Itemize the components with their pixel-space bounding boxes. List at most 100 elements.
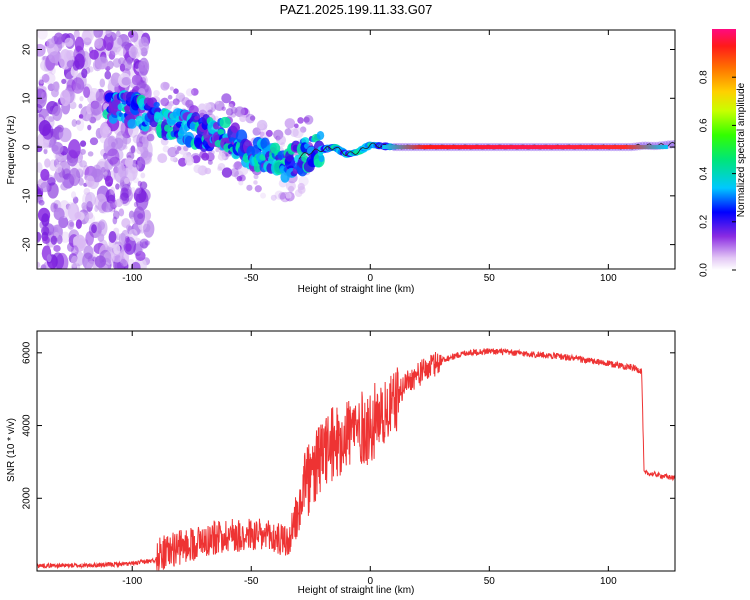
heatmap-cell: [130, 261, 141, 269]
heatmap-cell: [91, 224, 97, 234]
heatmap-cell: [169, 86, 174, 91]
heatmap-cell: [147, 152, 153, 158]
heatmap-cell: [154, 111, 161, 119]
heatmap-cell: [108, 50, 116, 60]
heatmap-cell: [85, 112, 92, 122]
top-x-tick-label: -100: [122, 273, 142, 284]
top-y-axis-label: Frequency (Hz): [6, 116, 17, 185]
heatmap-cell: [135, 250, 146, 261]
heatmap-cell: [230, 122, 241, 134]
heatmap-cell: [74, 212, 82, 219]
heatmap-cell: [47, 182, 59, 199]
heatmap-cell: [131, 187, 136, 194]
heatmap-cell: [252, 127, 261, 136]
heatmap-cell: [138, 80, 147, 89]
heatmap-cell: [122, 144, 128, 150]
heatmap-cell: [127, 118, 137, 129]
heatmap-cell: [128, 210, 135, 220]
heatmap-cell: [139, 238, 149, 249]
heatmap-cell: [93, 30, 103, 39]
heatmap-cell: [40, 226, 50, 236]
heatmap-cell: [111, 141, 116, 148]
heatmap-cell: [38, 79, 44, 85]
heatmap-cell: [112, 210, 120, 220]
heatmap-cell: [100, 54, 108, 64]
heatmap-cell: [64, 37, 74, 47]
top-y-tick-label: 10: [22, 92, 33, 104]
bottom-y-ticks: 2000 4000 6000: [22, 341, 675, 509]
bottom-y-tick-label: 4000: [22, 414, 33, 437]
top-y-tick-label: 0: [22, 144, 33, 150]
heatmap-cell: [230, 168, 240, 177]
heatmap-cell: [112, 58, 122, 68]
heatmap-cell: [303, 116, 310, 123]
heatmap-cell: [205, 152, 215, 162]
heatmap-cell: [67, 139, 81, 159]
heatmap-cell: [87, 211, 94, 220]
bottom-y-tick-label: 6000: [22, 341, 33, 364]
heatmap-cell: [48, 116, 55, 122]
heatmap-cell: [115, 198, 123, 208]
heatmap-cell: [129, 30, 139, 43]
heatmap-cell: [301, 137, 310, 145]
heatmap-cell: [214, 100, 220, 105]
heatmap-cell: [113, 243, 121, 255]
heatmap-cell: [128, 229, 138, 241]
heatmap-cell: [221, 93, 232, 104]
heatmap-cell: [81, 202, 87, 210]
heatmap-cell: [217, 128, 225, 135]
heatmap-cell: [115, 130, 128, 151]
heatmap-cell: [284, 118, 296, 129]
heatmap-cell: [97, 233, 105, 242]
heatmap-cell: [254, 185, 262, 193]
heatmap-cell: [116, 47, 126, 56]
heatmap-cell: [285, 192, 292, 199]
heatmap-cell: [47, 177, 56, 186]
heatmap-cell: [95, 56, 109, 70]
heatmap-cell: [146, 133, 155, 142]
heatmap-cell: [178, 94, 186, 102]
top-x-axis-label: Height of straight line (km): [298, 284, 415, 295]
colorbar-label: Normalized spectral amplitude: [736, 82, 747, 217]
heatmap-cell: [121, 76, 131, 86]
heatmap-cell: [110, 186, 116, 195]
heatmap-cell: [194, 115, 200, 121]
heatmap-cell: [124, 177, 130, 184]
heatmap-cell: [42, 236, 50, 244]
heatmap-cell: [160, 97, 170, 107]
heatmap-cell: [253, 174, 259, 180]
heatmap-cell: [217, 163, 226, 171]
heatmap-cell: [217, 152, 226, 161]
heatmap-cell: [297, 117, 304, 124]
heatmap-cell: [274, 190, 284, 200]
heatmap-cell: [71, 119, 78, 127]
heatmap-cell: [46, 38, 55, 49]
heatmap-cell: [221, 106, 226, 111]
heatmap-cell: [103, 152, 108, 160]
heatmap-cell: [94, 37, 104, 49]
heatmap-cell: [100, 166, 106, 173]
heatmap-cell: [176, 146, 182, 151]
heatmap-cell: [95, 90, 104, 102]
heatmap-cell: [71, 77, 85, 94]
colorbar-tick-label: 0.0: [699, 263, 710, 277]
heatmap-cell: [292, 127, 304, 139]
bottom-x-axis-label: Height of straight line (km): [298, 585, 415, 596]
heatmap-cell: [120, 187, 129, 201]
heatmap-cell: [89, 137, 99, 146]
heatmap-cell: [234, 161, 243, 170]
heatmap-cell: [53, 172, 59, 180]
heatmap-cell: [178, 157, 187, 167]
heatmap-cell: [124, 235, 130, 244]
heatmap-cell: [136, 146, 144, 155]
heatmap-cell: [46, 254, 52, 263]
heatmap-cell: [119, 63, 126, 72]
heatmap-cell: [85, 192, 96, 208]
heatmap-cell: [157, 153, 168, 164]
colorbar-tick-label: 0.2: [699, 214, 710, 228]
heatmap-cell: [239, 115, 247, 123]
heatmap-cell: [69, 221, 74, 227]
heatmap-cell: [56, 124, 64, 133]
